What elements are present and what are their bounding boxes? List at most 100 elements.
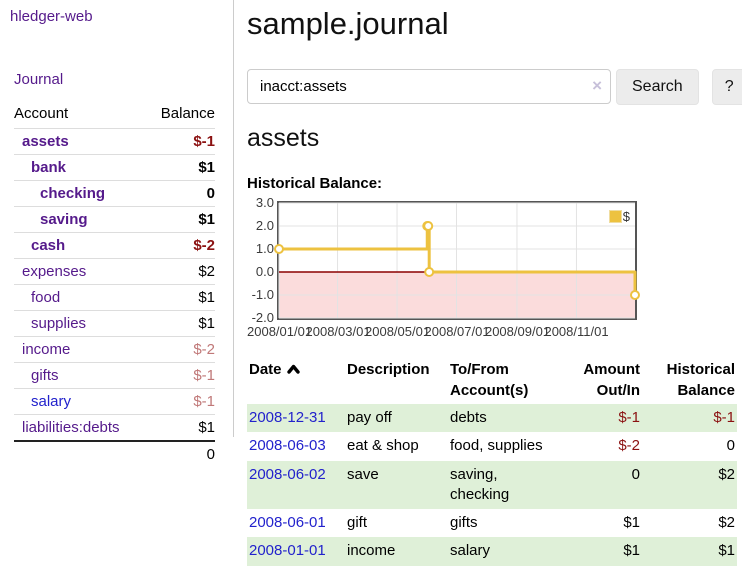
search-button[interactable]: Search xyxy=(616,69,699,105)
y-axis-tick-label: 1.0 xyxy=(255,241,274,256)
sidebar-account-link[interactable]: checking xyxy=(40,185,106,202)
register-row: 2008-01-01 income salary $1 $1 xyxy=(247,537,737,566)
accounts-header-account: Account xyxy=(14,105,69,122)
account-row: salary $-1 xyxy=(14,388,215,415)
account-balance: $2 xyxy=(146,258,215,285)
sidebar-account-link[interactable]: bank xyxy=(31,159,67,176)
y-axis-tick-label: 0.0 xyxy=(255,264,274,279)
register-header-date[interactable]: Date xyxy=(247,357,345,404)
account-row: expenses $2 xyxy=(14,258,215,285)
sidebar-account-link[interactable]: saving xyxy=(40,211,88,228)
search-input[interactable] xyxy=(247,69,611,104)
sidebar-account-link[interactable]: liabilities:debts xyxy=(22,419,120,436)
chart-plot-area: $ xyxy=(274,201,640,320)
x-axis-tick-label: 2008/05/01 xyxy=(365,324,431,339)
transaction-amount: $1 xyxy=(623,514,640,531)
sidebar-account-link[interactable]: income xyxy=(22,341,71,358)
main-content: sample.journal × Search ? assets Histori… xyxy=(247,0,742,582)
transaction-description: save xyxy=(345,460,448,509)
register-header-tofrom: To/From Account(s) xyxy=(450,361,529,399)
transaction-description: income xyxy=(345,537,448,566)
accounts-total-row: 0 xyxy=(14,440,215,467)
account-row: gifts $-1 xyxy=(14,362,215,389)
search-form: × Search ? xyxy=(247,69,742,105)
account-balance: $1 xyxy=(146,154,215,181)
page-title: sample.journal xyxy=(247,6,449,41)
transaction-date-link[interactable]: 2008-06-01 xyxy=(249,514,326,531)
transaction-balance: 0 xyxy=(726,437,735,455)
transaction-balance: $2 xyxy=(642,460,737,509)
register-row: 2008-06-02 save saving, checking 0 $2 xyxy=(247,460,737,509)
transaction-balance: $-1 xyxy=(642,404,737,433)
account-heading: assets xyxy=(247,124,320,152)
transaction-accounts: debts xyxy=(448,404,560,433)
sidebar-account-link[interactable]: cash xyxy=(31,237,66,254)
sidebar-account-link[interactable]: gifts xyxy=(31,367,59,384)
clear-search-icon[interactable]: × xyxy=(592,76,602,95)
account-row: food $1 xyxy=(14,284,215,311)
transaction-date-link[interactable]: 2008-06-03 xyxy=(249,437,326,455)
legend-label: $ xyxy=(622,209,630,224)
transaction-description: eat & shop xyxy=(347,437,419,455)
account-row: checking 0 xyxy=(14,180,215,207)
transaction-amount: 0 xyxy=(560,460,642,509)
transaction-accounts: gifts xyxy=(450,514,478,531)
account-row: income $-2 xyxy=(14,336,215,363)
account-balance: $1 xyxy=(146,310,215,337)
transaction-amount: $-1 xyxy=(560,404,642,433)
sidebar-item-journal[interactable]: Journal xyxy=(14,71,64,88)
account-balance: $1 xyxy=(146,284,215,311)
transaction-accounts: saving, checking xyxy=(448,460,560,509)
transaction-description: gift xyxy=(347,514,368,531)
app-brand-link[interactable]: hledger-web xyxy=(10,8,93,25)
account-balance: $-1 xyxy=(146,362,215,389)
x-axis-tick-label: 2008/11/01 xyxy=(544,324,609,339)
x-axis-tick-label: 2008/01/01 xyxy=(247,324,313,339)
y-axis-tick-label: 3.0 xyxy=(255,195,274,210)
x-axis-tick-label: 2008/09/01 xyxy=(484,324,551,339)
sidebar-account-link[interactable]: assets xyxy=(22,133,69,150)
account-balance: $-2 xyxy=(146,336,215,363)
sidebar-account-link[interactable]: salary xyxy=(31,393,72,410)
chart-legend: $ xyxy=(607,209,631,224)
chart-title: Historical Balance: xyxy=(247,175,383,192)
transaction-description: pay off xyxy=(345,404,448,433)
register-table: Date Description To/From Account(s) Amount … xyxy=(247,357,737,566)
sort-asc-icon xyxy=(286,364,300,374)
x-axis-tick-label: 2008/07/01 xyxy=(424,324,490,339)
y-axis-tick-label: -2.0 xyxy=(251,310,274,325)
register-header-amount: Amount Out/In xyxy=(583,361,640,399)
accounts-table: Account Balance assets $-1 bank $1 checking 0… xyxy=(14,102,215,467)
register-row: 2008-06-01 gift gifts $1 $2 xyxy=(247,509,737,537)
transaction-balance: $2 xyxy=(718,514,735,531)
transaction-date-link[interactable]: 2008-06-02 xyxy=(249,465,326,483)
account-balance: $-1 xyxy=(146,128,215,155)
balance-chart: 3.0 2.0 1.0 0.0 -1.0 -2.0 $ 2008/01/01 2008/03… xyxy=(247,195,687,345)
transaction-amount: $-2 xyxy=(618,437,640,455)
y-axis-tick-label: -1.0 xyxy=(251,287,274,302)
x-axis-tick-label: 2008/03/01 xyxy=(305,324,371,339)
account-balance: $-2 xyxy=(146,232,215,259)
account-row: supplies $1 xyxy=(14,310,215,337)
account-balance: $1 xyxy=(146,206,215,233)
account-row: bank $1 xyxy=(14,154,215,181)
transaction-balance: $1 xyxy=(642,537,737,566)
legend-swatch-icon xyxy=(608,210,622,223)
transaction-amount: $1 xyxy=(560,537,642,566)
register-row: 2008-06-03 eat & shop food, supplies $-2 0 xyxy=(247,432,737,460)
sidebar: hledger-web Journal Account Balance asse… xyxy=(0,0,234,467)
sidebar-account-link[interactable]: supplies xyxy=(31,315,87,332)
account-balance: 0 xyxy=(146,180,215,207)
transaction-accounts: salary xyxy=(448,537,560,566)
account-row: saving $1 xyxy=(14,206,215,233)
search-help-button[interactable]: ? xyxy=(711,69,742,105)
transaction-accounts: food, supplies xyxy=(450,437,543,455)
sidebar-account-link[interactable]: food xyxy=(31,289,61,306)
account-row: cash $-2 xyxy=(14,232,215,259)
transaction-date-link[interactable]: 2008-12-31 xyxy=(249,409,326,426)
account-balance: $-1 xyxy=(146,388,215,415)
transaction-date-link[interactable]: 2008-01-01 xyxy=(249,542,326,560)
sidebar-account-link[interactable]: expenses xyxy=(22,263,87,280)
accounts-header-balance: Balance xyxy=(160,105,215,122)
account-row: assets $-1 xyxy=(14,128,215,155)
